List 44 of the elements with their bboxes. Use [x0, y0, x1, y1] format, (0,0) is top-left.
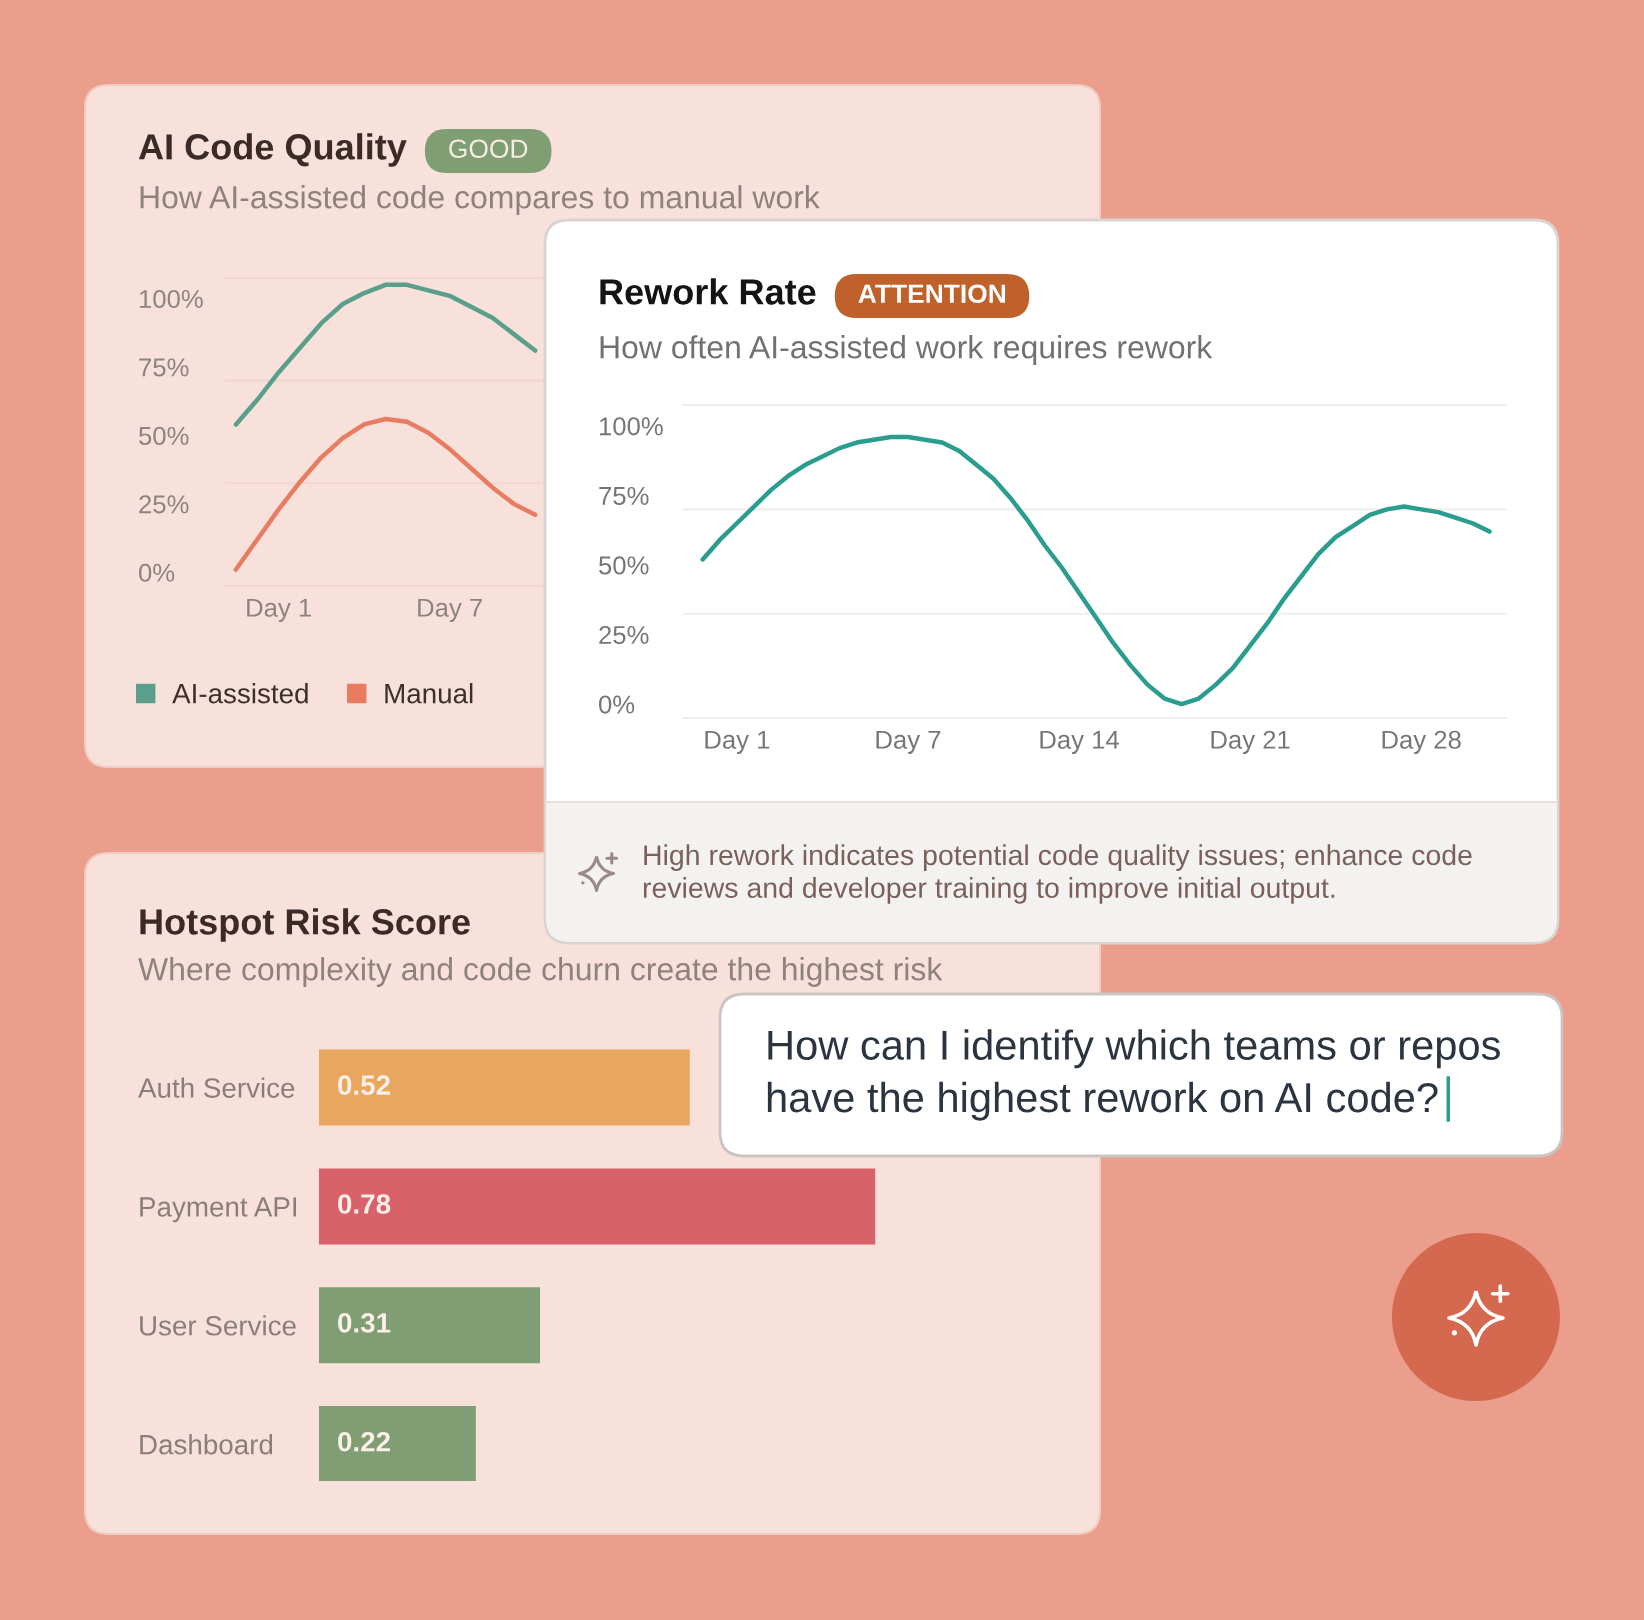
chart-title: AI Code Quality: [138, 133, 407, 167]
chart-subtitle: How often AI-assisted work requires rework: [600, 335, 1213, 365]
x-tick-label: Day 28: [1382, 730, 1461, 754]
x-tick-label: Day 1: [705, 730, 770, 754]
annotation: How can I identify which teams or repos have the highest rework on AI code?: [767, 1029, 1500, 1121]
data-label: 0.52: [338, 1075, 390, 1095]
data-label: 0.78: [338, 1194, 391, 1214]
line-series: [700, 434, 1492, 707]
y-tick-label: Auth Service: [138, 1077, 295, 1098]
text: High rework indicates potential code quality issues; enhance code reviews and developer training to improve initial output.: [643, 844, 1472, 904]
bar: [319, 1287, 541, 1364]
data-label: 0.22: [338, 1431, 390, 1452]
y-tick-label: Dashboard: [140, 1434, 273, 1455]
y-tick-label: Payment API: [140, 1197, 297, 1223]
legend-label: AI-assisted: [172, 683, 308, 704]
y-tick-label: 0%: [599, 695, 635, 714]
y-tick-label: 50%: [599, 556, 649, 575]
y-tick-label: User Service: [140, 1315, 296, 1336]
chart-subtitle: How AI-assisted code compares to manual work: [140, 185, 820, 215]
x-tick-label: Day 21: [1211, 730, 1290, 754]
chart-title: Hotspot Risk Score: [140, 908, 470, 942]
bar: [319, 1168, 876, 1245]
data-label: 0.31: [338, 1313, 391, 1333]
y-tick-label: 25%: [139, 495, 189, 514]
y-tick-label: 100%: [139, 289, 203, 309]
line-series: [233, 282, 538, 427]
chart-subtitle: Where complexity and code churn create the highest risk: [138, 957, 943, 987]
chart-title: Rework Rate: [600, 278, 816, 305]
x-tick-label: Day 7: [418, 598, 482, 622]
text: ATTENTION: [858, 284, 1006, 304]
y-tick-label: 75%: [139, 358, 189, 377]
bar: [319, 1049, 690, 1126]
y-tick-label: 25%: [599, 625, 649, 645]
bar: [319, 1406, 476, 1481]
line-series: [233, 416, 538, 572]
y-tick-label: 75%: [599, 486, 649, 505]
legend-label: Manual: [385, 683, 473, 704]
text: GOOD: [449, 139, 528, 159]
y-tick-label: 100%: [599, 417, 663, 436]
y-tick-label: 0%: [139, 563, 175, 582]
x-tick-label: Day 7: [876, 730, 941, 754]
y-tick-label: 50%: [139, 426, 189, 445]
x-tick-label: Day 1: [247, 598, 311, 622]
x-tick-label: Day 14: [1040, 730, 1119, 754]
